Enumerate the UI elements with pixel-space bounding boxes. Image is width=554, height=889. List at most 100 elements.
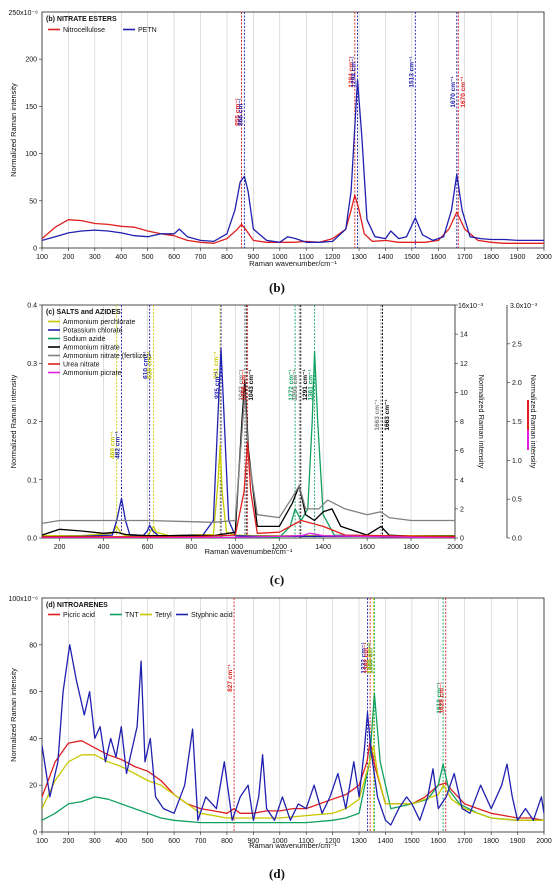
peak-label: 1670 cm⁻¹ xyxy=(460,76,467,107)
x-tick-label: 700 xyxy=(195,254,207,261)
y2-tick-label: 0 xyxy=(460,536,464,543)
plot-frame xyxy=(41,11,545,249)
y-axis-label: Normalized Raman intensity xyxy=(9,668,18,762)
x-tick-label: 200 xyxy=(63,254,75,261)
peak-label: 931 cm⁻¹ xyxy=(213,351,220,379)
peak-label: 1628 cm⁻¹ xyxy=(439,682,446,713)
series-line-petn xyxy=(42,79,544,243)
y2-tick-label: 2 xyxy=(460,506,464,513)
y-tick-label: 20 xyxy=(29,783,37,790)
x-tick-label: 600 xyxy=(168,838,180,845)
legend-entry: TNT xyxy=(125,612,139,619)
x-tick-label: 2000 xyxy=(536,254,552,261)
x-tick-label: 200 xyxy=(63,838,75,845)
legend-entry: Potassium chlorate xyxy=(63,328,123,335)
plot-frame xyxy=(41,597,545,833)
x-tick-label: 1100 xyxy=(299,254,314,261)
peak-label: 866 cm⁻¹ xyxy=(237,98,244,126)
panel-label: (d) NITROARENES xyxy=(46,602,108,609)
peak-label: 935 cm⁻¹ xyxy=(214,371,221,399)
x-tick-label: 100 xyxy=(36,254,48,261)
x-tick-label: 1600 xyxy=(431,254,447,261)
y-tick-label: 0.3 xyxy=(27,361,37,368)
x-tick-label: 1900 xyxy=(510,254,526,261)
y3-tick-label: 1.0 xyxy=(512,458,522,465)
legend-entry: Ammonium nitrate xyxy=(63,345,120,352)
peak-label: 1291 cm⁻¹ xyxy=(302,369,309,400)
peak-label: 1043 cm⁻¹ xyxy=(248,369,255,400)
y-tick-label: 100 xyxy=(25,151,37,158)
y-tick-label: 0.0 xyxy=(27,536,37,543)
x-tick-label: 800 xyxy=(221,254,233,261)
x-tick-label: 1400 xyxy=(315,544,331,551)
y-tick-label: 150 xyxy=(25,104,37,111)
peak-label: 1043 cm⁻¹ xyxy=(238,369,245,400)
legend-entry: Picric acid xyxy=(63,612,95,619)
chart-panel-0: 100 200 300 400 500 600 700 800 900 1000 1100 1200 1… xyxy=(8,10,551,268)
x-tick-label: 900 xyxy=(248,838,260,845)
x-tick-label: 300 xyxy=(89,254,101,261)
chart-panel-2: 100 200 300 400 500 600 700 800 900 1000 1100 1200 1… xyxy=(8,596,551,850)
y2-axis-label: Normalized Raman intensity xyxy=(477,375,486,469)
legend-entry: Tetryl xyxy=(155,612,172,619)
legend-entry: Ammonium picrate xyxy=(63,370,121,377)
x-tick-label: 1800 xyxy=(483,254,499,261)
series-line-tetryl xyxy=(42,744,544,821)
peak-label: 827 cm⁻¹ xyxy=(227,664,234,692)
x-tick-label: 500 xyxy=(142,838,154,845)
y-tick-label: 0.1 xyxy=(27,477,37,484)
x-axis-label: Raman wavenumber/cm⁻¹ xyxy=(249,841,337,850)
y-axis-label: Normalized Raman intensity xyxy=(9,374,18,468)
y-tick-label: 0 xyxy=(33,830,37,837)
x-axis-label: Raman wavenumber/cm⁻¹ xyxy=(205,547,293,556)
peak-label: 1670 cm⁻¹ xyxy=(450,76,457,107)
peak-label: 1284 cm⁻¹ xyxy=(348,56,355,87)
series-line-nitrocellulose xyxy=(42,194,544,244)
x-tick-label: 200 xyxy=(54,544,66,551)
legend-entry: Styphnic acid xyxy=(191,612,233,619)
y2-tick-label: 6 xyxy=(460,448,464,455)
legend-entry: Ammonium nitrate (fertilizer) xyxy=(63,353,151,360)
y-tick-label: 200 xyxy=(25,57,37,64)
y3-tick-label: 2.0 xyxy=(512,380,522,387)
x-tick-label: 2000 xyxy=(536,838,552,845)
legend-entry: Nitrocellulose xyxy=(63,27,105,34)
y3-tick-label: 1.5 xyxy=(512,419,522,426)
x-tick-label: 1200 xyxy=(325,254,341,261)
caption-d: (d) xyxy=(269,866,285,881)
legend-entry: Ammonium perchlorate xyxy=(63,319,135,326)
y3-tick-label: 0.0 xyxy=(512,536,522,543)
x-tick-label: 1000 xyxy=(228,544,244,551)
x-tick-label: 600 xyxy=(142,544,154,551)
x-tick-label: 400 xyxy=(115,838,127,845)
y3-tick-label: 2.5 xyxy=(512,341,522,348)
x-tick-label: 1700 xyxy=(457,838,473,845)
peak-label: 1358 cm⁻¹ xyxy=(367,642,374,673)
x-tick-label: 1200 xyxy=(271,544,287,551)
x-tick-label: 300 xyxy=(89,838,101,845)
x-tick-label: 800 xyxy=(221,838,233,845)
x-tick-label: 1000 xyxy=(272,838,288,845)
x-tick-label: 1000 xyxy=(272,254,288,261)
y-top-label: 100x10⁻⁶ xyxy=(8,596,38,603)
y2-tick-label: 12 xyxy=(460,361,468,368)
x-tick-label: 1600 xyxy=(359,544,375,551)
legend-entry: Sodium azide xyxy=(63,336,106,343)
y2-tick-label: 4 xyxy=(460,477,464,484)
y-tick-label: 40 xyxy=(29,736,37,743)
peak-label: 628 cm⁻¹ xyxy=(147,351,154,379)
x-axis-label: Raman wavenumber/cm⁻¹ xyxy=(249,259,337,268)
x-tick-label: 1200 xyxy=(325,838,341,845)
y3-magenta-marker xyxy=(527,430,529,450)
peak-label: 1513 cm⁻¹ xyxy=(408,56,415,87)
x-tick-label: 1800 xyxy=(483,838,499,845)
chart-panel-1: 200 400 600 800 1000 1200 1400 1600 1800 2000 0.0 0… xyxy=(9,303,538,557)
peak-label: 1056 cm⁻¹ xyxy=(241,369,248,400)
x-tick-label: 900 xyxy=(248,254,260,261)
y2-top-label: 16x10⁻³ xyxy=(458,303,484,310)
y3-axis-label: Normalized Raman intensity xyxy=(529,375,538,469)
series-line-potassium-chlorate xyxy=(42,348,455,538)
y-tick-label: 80 xyxy=(29,642,37,649)
peak-label: 1291 cm⁻¹ xyxy=(292,369,299,400)
